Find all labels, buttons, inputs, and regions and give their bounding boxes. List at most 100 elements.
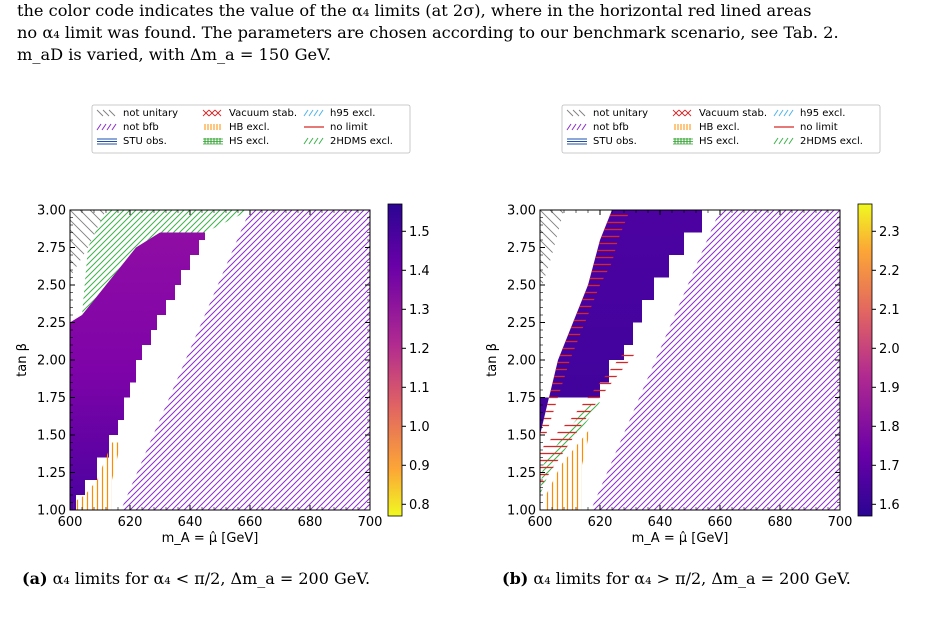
caption-a-tag: (a) [22,569,48,588]
y-tick-label: 2.75 [507,241,536,256]
legend-swatch [204,124,221,130]
legend-entry-label: 2HDMS excl. [800,136,863,147]
y-axis-label: tan β [485,343,500,377]
intro-line-2: no α₄ limit was found. The parameters ar… [17,23,839,42]
legend-swatch [96,123,117,131]
hb-excluded-region [546,427,591,510]
y-tick-label: 2.50 [507,279,536,294]
y-tick-label: 1.50 [507,429,536,444]
legend-entry-label: h95 excl. [330,108,375,119]
legend-entry-label: not bfb [593,122,629,133]
intro-line-3: m_aD is varied, with Δm_a = 150 GeV. [17,45,332,64]
legend-swatch [674,124,691,130]
colorbar-tick-label: 1.3 [409,303,430,318]
legend-entry-label: 2HDMS excl. [330,136,393,147]
allowed-region [70,232,214,510]
legend-entry-label: HB excl. [229,122,270,133]
colorbar-tick-label: 1.5 [409,225,430,240]
colorbar-tick-label: 1.0 [409,420,430,435]
caption-a-text: α₄ limits for α₄ < π/2, Δm_a = 200 GeV. [52,569,371,588]
colorbar-tick-label: 2.0 [879,342,900,357]
legend-swatch [672,109,692,117]
not-unitary-region [540,210,564,293]
plot-regions [70,210,370,510]
legend-entry-label: HB excl. [699,122,740,133]
x-tick-label: 700 [358,515,383,530]
colorbar-tick-label: 2.3 [879,225,900,240]
colorbar-tick-label: 0.8 [409,498,430,513]
y-tick-label: 1.25 [37,466,66,481]
legend-swatch [773,137,794,145]
legend-entry-label: no limit [330,122,368,133]
x-tick-label: 620 [118,515,143,530]
legend-swatch [773,109,794,117]
x-tick-label: 680 [298,515,323,530]
legend-frame [91,104,411,154]
y-tick-label: 2.50 [37,279,66,294]
legend-swatch [203,138,223,145]
colorbar-tick-label: 1.7 [879,459,900,474]
y-tick-label: 1.75 [507,391,536,406]
colorbar-tick-label: 1.4 [409,264,430,279]
legend-entry-label: h95 excl. [800,108,845,119]
legend-entry-label: Vacuum stab. [229,108,297,119]
legend-entry-label: not bfb [123,122,159,133]
y-tick-label: 3.00 [507,204,536,219]
legend-entry-label: not unitary [123,108,178,119]
allowed-region [540,210,720,510]
legend-entry-label: STU obs. [123,136,167,147]
x-tick-label: 640 [178,515,203,530]
colorbar-tick-label: 1.9 [879,381,900,396]
legend-swatch [567,138,587,145]
x-tick-label: 640 [648,515,673,530]
legend-entry-label: STU obs. [593,136,637,147]
legend: not unitary not bfb STU obs. Vacuum stab. HB… [561,104,881,154]
intro-line-1: the color code indicates the value of th… [17,1,812,20]
x-tick-label: 660 [238,515,263,530]
legend-swatch [96,109,116,117]
x-tick-label: 620 [588,515,613,530]
caption-b-tag: (b) [502,569,529,588]
legend-swatch [303,109,324,117]
legend-entry-label: not unitary [593,108,648,119]
caption-b-text: α₄ limits for α₄ > π/2, Δm_a = 200 GeV. [533,569,851,588]
colorbar-tick-label: 1.1 [409,381,430,396]
legend-frame [561,104,881,154]
y-tick-label: 1.25 [507,466,536,481]
x-tick-label: 600 [528,515,553,530]
hb-excluded-region [73,442,121,510]
figure-a: 600 620 640 660 680 700 1.00 1.25 1.50 1.75 2.00 2.… [0,100,458,564]
plot-regions [540,210,840,510]
x-tick-label: 600 [58,515,83,530]
colorbar [387,203,403,517]
y-tick-label: 2.00 [37,354,66,369]
figure-b: 600 620 640 660 680 700 1.00 1.25 1.50 1.75 2.00 2.… [470,100,928,564]
y-tick-label: 2.00 [507,354,536,369]
colorbar-tick-label: 1.8 [879,420,900,435]
x-tick-label: 700 [828,515,853,530]
colorbar-tick-label: 1.6 [879,498,900,513]
intro-paragraph: the color code indicates the value of th… [17,0,937,66]
legend-swatch [566,123,587,131]
caption-b: (b) α₄ limits for α₄ > π/2, Δm_a = 200 G… [502,568,851,590]
legend-swatch [566,109,586,117]
colorbar-tick-label: 1.2 [409,342,430,357]
colorbar-tick-label: 2.1 [879,303,900,318]
y-tick-label: 1.50 [37,429,66,444]
colorbar-tick-label: 2.2 [879,264,900,279]
y-tick-label: 1.00 [507,504,536,519]
legend-entry-label: HS excl. [229,136,269,147]
x-tick-label: 680 [768,515,793,530]
x-tick-label: 660 [708,515,733,530]
legend-entry-label: no limit [800,122,838,133]
caption-a: (a) α₄ limits for α₄ < π/2, Δm_a = 200 G… [22,568,370,590]
heatmap-figure: 600 620 640 660 680 700 1.00 1.25 1.50 1.75 2.00 2.… [485,104,928,546]
colorbar-tick-label: 0.9 [409,459,430,474]
y-tick-label: 3.00 [37,204,66,219]
hdms-excluded-region [82,210,250,315]
colorbar [857,203,873,517]
y-tick-label: 1.00 [37,504,66,519]
legend-swatch [202,109,222,117]
x-axis-label: m_A = μ̂ [GeV] [632,531,729,546]
not-unitary-region [70,210,106,278]
